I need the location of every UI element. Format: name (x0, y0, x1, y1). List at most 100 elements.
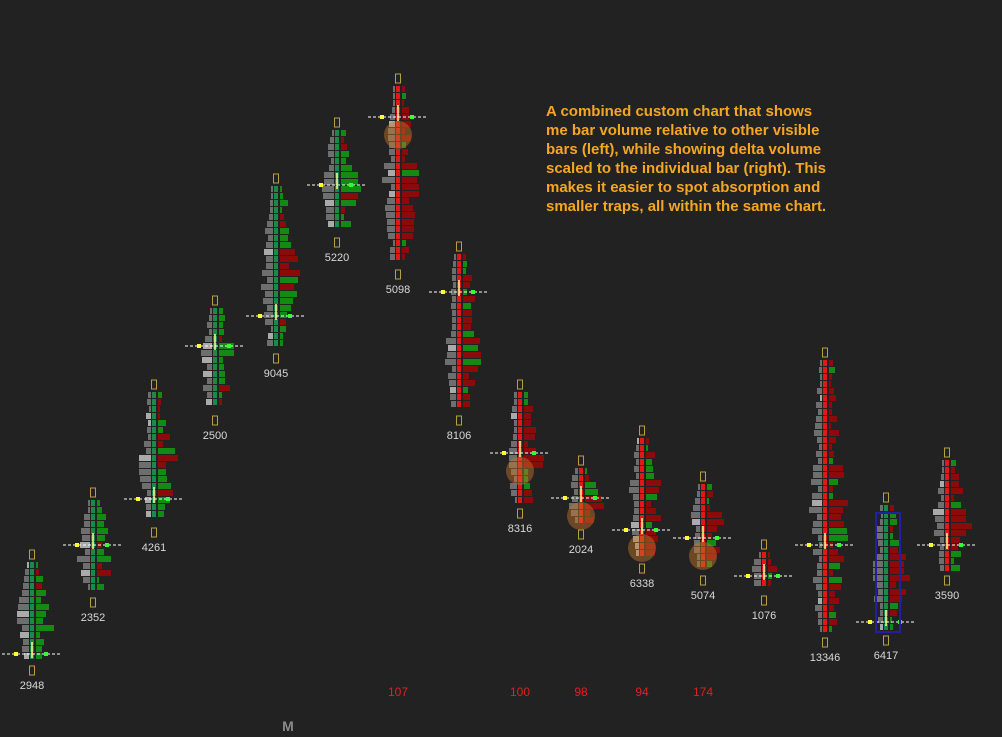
delta-cell (463, 317, 472, 323)
volume-cell (270, 200, 273, 206)
delta-cell (829, 598, 839, 604)
volume-label: 8106 (447, 430, 471, 442)
poc-marker (807, 543, 811, 547)
volume-cell (390, 254, 395, 260)
volume-cell (266, 256, 273, 262)
volume-cell (812, 493, 822, 499)
body-cell (823, 451, 827, 457)
delta-cell (646, 508, 656, 514)
volume-cell (634, 452, 639, 458)
delta-cell (402, 86, 405, 92)
volume-cell (572, 475, 578, 481)
delta-cell (280, 207, 282, 213)
body-cell (274, 207, 278, 213)
volume-cell (267, 305, 273, 311)
volume-cell (147, 490, 151, 496)
volume-cell (695, 498, 700, 504)
delta-cell (646, 522, 652, 528)
volume-cell (146, 448, 151, 454)
volume-cell (695, 533, 700, 539)
footprint-bar (246, 173, 306, 364)
body-cell (823, 430, 827, 436)
body-cell (30, 618, 34, 624)
volume-cell (698, 484, 700, 490)
volume-cell (447, 352, 456, 358)
volume-cell (267, 340, 273, 346)
delta-cell (36, 569, 39, 575)
delta-cell (36, 618, 43, 624)
body-cell (213, 329, 217, 335)
volume-cell (636, 550, 639, 556)
body-cell (640, 480, 644, 486)
body-cell (396, 247, 400, 253)
bar-marker (334, 117, 340, 128)
delta-cell (463, 254, 466, 260)
volume-cell (266, 242, 273, 248)
bar-marker (395, 269, 401, 280)
delta-cell (524, 497, 533, 503)
body-cell (396, 163, 400, 169)
body-cell (884, 512, 888, 518)
delta-cell (890, 610, 897, 616)
body-cell (701, 512, 705, 518)
delta-cell (890, 603, 898, 609)
volume-cell (880, 505, 883, 511)
delta-cell (951, 558, 954, 564)
volume-cell (17, 618, 29, 624)
volume-cell (818, 619, 822, 625)
delta-cell (524, 469, 528, 475)
volume-cell (812, 528, 822, 534)
body-cell (91, 556, 95, 562)
delta-cell (707, 533, 712, 539)
volume-cell (451, 401, 456, 407)
body-cell (884, 582, 888, 588)
delta-cell (646, 536, 658, 542)
volume-cell (206, 399, 212, 405)
poc-marker (471, 290, 475, 294)
delta-cell (36, 632, 40, 638)
footprint-bar (63, 487, 123, 608)
delta-cell (829, 563, 840, 569)
delta-cell (280, 256, 298, 262)
volume-cell (267, 221, 273, 227)
body-cell (274, 284, 278, 290)
annotation: bars (left), while showing delta volume (546, 141, 821, 158)
volume-cell (387, 226, 395, 232)
volume-cell (817, 570, 822, 576)
volume-cell (511, 441, 517, 447)
volume-cell (147, 427, 151, 433)
delta-cell (829, 472, 844, 478)
volume-cell (880, 519, 883, 525)
body-cell (152, 399, 156, 405)
volume-cell (149, 406, 151, 412)
delta-cell (402, 191, 419, 197)
absorption-circle (384, 121, 412, 149)
body-cell (274, 340, 278, 346)
volume-cell (816, 416, 822, 422)
volume-cell (81, 570, 90, 576)
volume-cell (452, 324, 456, 330)
volume-cell (632, 529, 639, 535)
volume-cell (83, 563, 90, 569)
volume-cell (448, 373, 456, 379)
volume-cell (389, 142, 395, 148)
body-cell (91, 563, 95, 569)
body-cell (152, 420, 156, 426)
volume-cell (268, 333, 273, 339)
delta-cell (463, 296, 475, 302)
body-cell (30, 562, 34, 568)
delta-cell (341, 172, 358, 178)
delta-cell (219, 364, 224, 370)
delta-cell (402, 254, 405, 260)
delta-cell (280, 235, 288, 241)
delta-cell (707, 554, 716, 560)
bar-marker (29, 549, 35, 560)
body-cell (396, 212, 400, 218)
bar-marker (944, 447, 950, 458)
footprint-bar (673, 471, 733, 586)
volume-cell (24, 576, 29, 582)
body-cell (945, 481, 949, 487)
body-cell (30, 611, 34, 617)
body-cell (457, 303, 461, 309)
body-cell (884, 540, 888, 546)
